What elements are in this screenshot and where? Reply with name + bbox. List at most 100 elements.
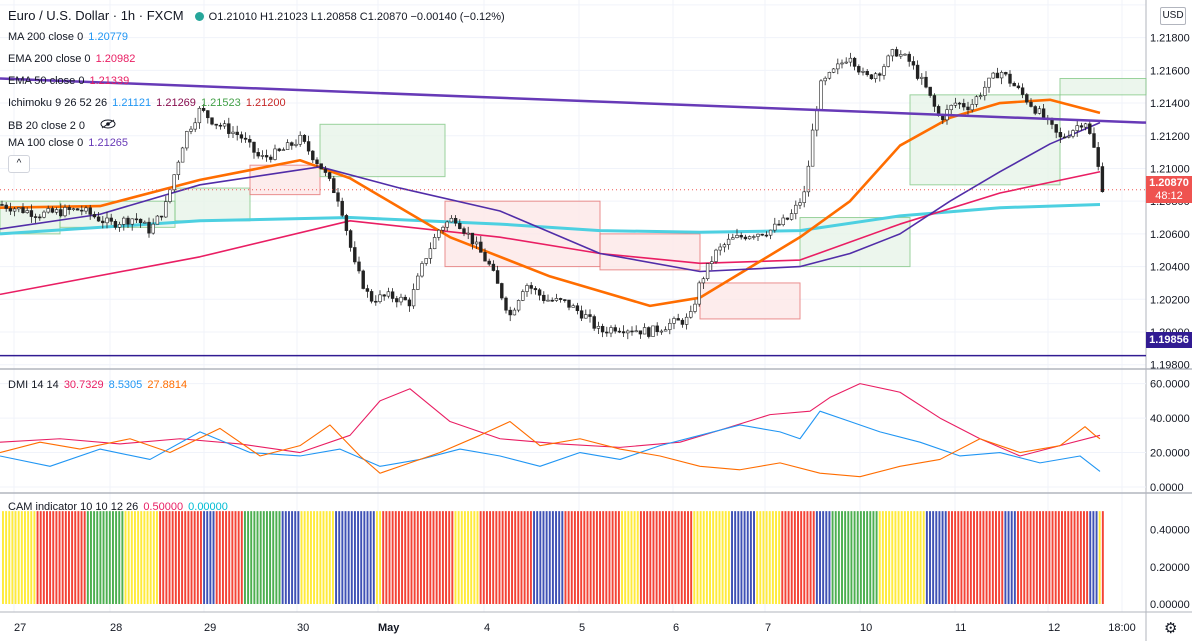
cam-bar — [64, 511, 67, 604]
gear-icon[interactable]: ⚙ — [1164, 620, 1178, 637]
candle-body — [701, 278, 706, 284]
cam-bar — [363, 511, 366, 604]
legend-ichimoku[interactable]: Ichimoku 9 26 52 26 1.21121 1.21269 1.21… — [8, 97, 286, 109]
legend-ma100[interactable]: MA 100 close 0 1.21265 — [8, 137, 129, 149]
cam-bar — [479, 511, 482, 604]
candle-body — [323, 168, 328, 173]
candle-body — [777, 223, 781, 226]
candle-body — [75, 208, 80, 211]
cam-bar — [1101, 511, 1104, 604]
time-tick-label: 30 — [297, 622, 309, 634]
candle-body — [63, 207, 67, 217]
legend-ema50[interactable]: EMA 50 close 0 1.21339 — [8, 75, 130, 87]
cam-bar — [577, 511, 580, 604]
candle-body — [957, 102, 962, 105]
candle-body — [42, 211, 46, 218]
candle-body — [306, 141, 311, 152]
cam-bar — [649, 511, 652, 604]
cam-bar — [592, 511, 595, 604]
cam-bar — [938, 511, 941, 604]
legend-dmi[interactable]: DMI 14 14 30.7329 8.5305 27.8814 — [8, 379, 188, 391]
cam-bar — [419, 511, 422, 604]
cam-bar — [517, 511, 520, 604]
cam-bar — [687, 511, 690, 604]
cam-bar — [690, 511, 693, 604]
candle-body — [462, 228, 466, 234]
dmi-tick-label: 0.0000 — [1150, 482, 1184, 494]
candle-body — [773, 223, 777, 231]
cam-bar — [655, 511, 658, 604]
candle-body — [134, 218, 139, 221]
candle-body — [995, 72, 1000, 79]
cam-bar — [894, 511, 897, 604]
candle-body — [806, 165, 811, 193]
cam-bar — [712, 511, 715, 604]
cam-bar — [586, 511, 589, 604]
candle-body — [991, 72, 995, 79]
cam-bar — [539, 511, 542, 604]
cam-bar — [303, 511, 306, 604]
cam-bar — [863, 511, 865, 604]
currency-button[interactable]: USD — [1160, 7, 1186, 25]
cam-bar — [1042, 511, 1045, 604]
candle-body — [840, 62, 844, 65]
cam-bar — [1051, 511, 1054, 604]
legend-ema200[interactable]: EMA 200 close 0 1.20982 — [8, 53, 136, 65]
cam-bar — [1032, 511, 1035, 604]
cam-bar — [42, 511, 45, 604]
candle-body — [647, 327, 651, 337]
cam-bar — [1039, 511, 1041, 604]
legend-cam[interactable]: CAM indicator 10 10 12 26 0.50000 0.0000… — [8, 501, 228, 513]
cam-bar — [319, 511, 322, 604]
cam-bar — [853, 511, 856, 604]
cam-bar — [856, 511, 859, 604]
cam-bar — [485, 511, 488, 604]
cam-bar — [96, 511, 99, 604]
candle-body — [882, 66, 886, 76]
candle-body — [164, 201, 168, 218]
candle-body — [857, 66, 861, 73]
candle-body — [983, 86, 987, 96]
cam-tick-label: 0.20000 — [1150, 562, 1190, 574]
candle-body — [999, 72, 1004, 79]
candle-body — [747, 236, 752, 240]
candle-body — [903, 53, 907, 56]
cam-bar — [1029, 511, 1032, 604]
candle-body — [1058, 132, 1063, 138]
candle-body — [315, 159, 319, 165]
collapse-legend-button[interactable]: ^ — [8, 155, 30, 173]
cam-bar — [806, 511, 809, 604]
hidden-eye-icon[interactable] — [100, 119, 116, 132]
cam-bar — [624, 511, 627, 604]
candle-body — [869, 74, 874, 80]
cam-bar — [410, 511, 413, 604]
candle-body — [630, 330, 634, 333]
cam-bar — [1070, 511, 1073, 604]
cam-bar — [55, 511, 58, 604]
symbol-title[interactable]: Euro / U.S. Dollar · 1h · FXCM — [8, 8, 184, 23]
candle-body — [1096, 147, 1100, 167]
cam-bar — [888, 511, 891, 604]
kumo-green — [1059, 78, 1147, 96]
dmi-series--di — [0, 410, 1101, 472]
legend-ma200[interactable]: MA 200 close 0 1.20779 — [8, 31, 129, 43]
candle-body — [915, 64, 920, 79]
candle-body — [714, 249, 718, 262]
cam-bar — [1086, 511, 1089, 604]
cam-bar — [83, 511, 86, 604]
candle-body — [344, 215, 349, 231]
cam-bar — [683, 511, 686, 604]
candle-body — [239, 134, 244, 139]
candle-body — [781, 217, 785, 226]
cam-bar — [501, 511, 504, 604]
candle-body — [798, 202, 802, 206]
legend-bb[interactable]: BB 20 close 2 0 — [8, 119, 118, 132]
price-tick-label: 1.20400 — [1150, 262, 1190, 274]
candle-body — [827, 72, 832, 79]
cam-bar — [966, 511, 969, 604]
candle-body — [159, 215, 164, 218]
candle-body — [365, 288, 370, 292]
cam-bar — [58, 511, 61, 604]
cam-bar — [445, 511, 448, 604]
cam-bar — [1026, 511, 1029, 604]
